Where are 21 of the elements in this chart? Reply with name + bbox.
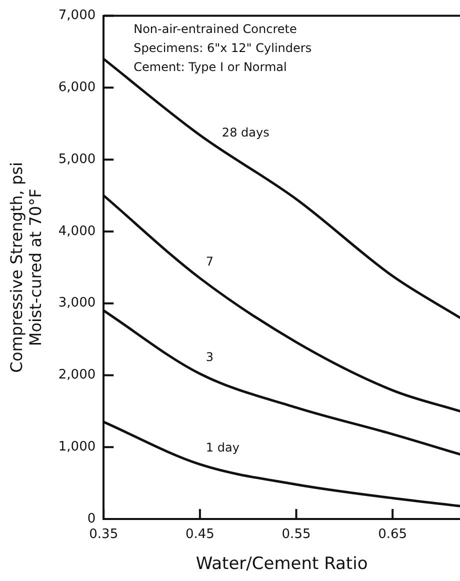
series-label: 7 [206,254,214,268]
series-label: 28 days [222,125,270,140]
y-tick-label: 1,000 [58,439,96,454]
annotation: Specimens: 6"x 12" Cylinders [134,40,312,55]
annotation: Cement: Type I or Normal [134,60,287,74]
y-tick-label: 4,000 [58,224,96,239]
series-label: 3 [206,350,214,364]
y-tick-label: 3,000 [58,296,96,311]
y-tick-label: 2,000 [58,368,96,383]
y-tick-label: 0 [87,511,96,526]
x-tick-label: 0.65 [378,527,408,542]
x-tick-label: 0.55 [282,527,311,542]
y-tick-label: 5,000 [58,152,96,167]
series-label: 1 day [206,440,240,454]
x-tick-label: 0.35 [89,527,118,542]
y-axis-title: Compressive Strength, psi Moist-cured at 70°F [6,162,45,373]
y-tick-label: 6,000 [58,80,96,96]
y-tick-label: 7,000 [58,8,96,24]
x-axis-title: Water/Cement Ratio [196,554,368,574]
annotation: Non-air-entrained Concrete [134,22,297,36]
x-tick-label: 0.45 [185,527,214,542]
